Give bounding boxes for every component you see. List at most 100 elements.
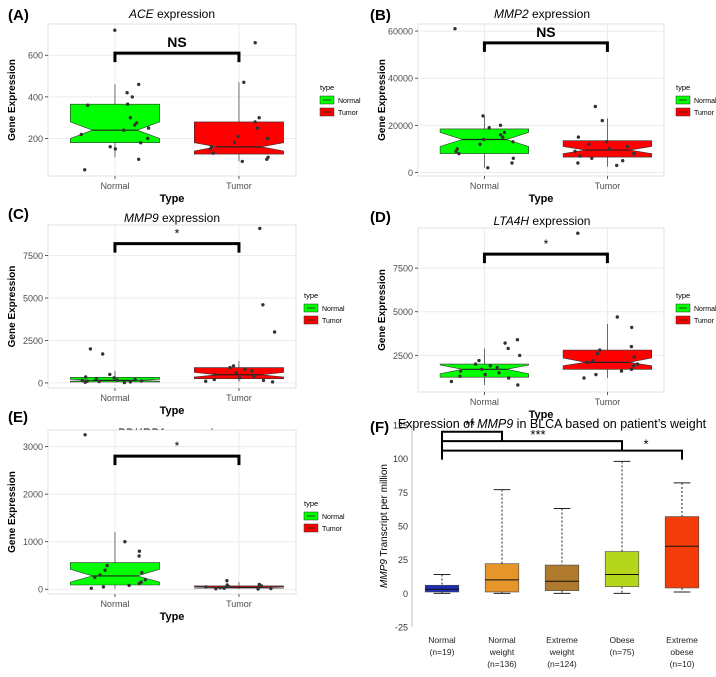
chart-e-point xyxy=(257,582,261,587)
chart-f-box-1 xyxy=(484,563,520,593)
chart-e-legend-label-normal: Normal xyxy=(322,514,345,521)
chart-a-significance-bracket xyxy=(113,51,241,63)
chart-b-point xyxy=(632,151,636,156)
chart-d-point xyxy=(488,364,493,368)
chart-b-point xyxy=(482,137,486,142)
chart-c-point xyxy=(97,379,101,384)
svg-text:(E): (E) xyxy=(8,409,28,426)
chart-e-legend-title: type xyxy=(304,499,318,508)
chart-a-point xyxy=(134,121,139,125)
chart-e-point xyxy=(204,585,208,589)
panel-label-e: (E) xyxy=(8,409,28,426)
chart-d-point xyxy=(473,362,478,366)
chart-e-point xyxy=(101,585,106,589)
chart-a-ytick-label: 400 xyxy=(28,92,43,102)
chart-f-xtick-label: (n=19) xyxy=(430,647,455,657)
chart-d-point xyxy=(582,376,586,380)
chart-d-point xyxy=(595,351,600,356)
chart-a-ylabel: Gene Expression xyxy=(7,59,18,141)
chart-c-point xyxy=(258,226,262,231)
chart-c-point xyxy=(228,365,232,370)
chart-a-xlabel: Type xyxy=(160,193,185,205)
chart-a-point xyxy=(128,116,133,120)
chart-e-ytick-label: 3000 xyxy=(23,442,43,452)
chart-d-point xyxy=(449,379,454,384)
chart-c-point xyxy=(272,330,277,334)
chart-c-point xyxy=(112,376,116,380)
panel-b-mmp2: MMP2 expression 0 20000 40000 60000 NS Normal T… xyxy=(377,7,716,205)
chart-c-ytick-label: 2500 xyxy=(23,336,43,346)
chart-d-xtick-label: Tumor xyxy=(595,397,621,407)
chart-c-point xyxy=(108,372,112,377)
chart-b-point xyxy=(481,114,485,118)
chart-b-point xyxy=(600,118,604,123)
chart-c-legend-title: type xyxy=(304,291,318,300)
chart-b-point xyxy=(621,159,625,163)
panel-label-d: (D) xyxy=(370,209,391,226)
chart-d-point xyxy=(629,344,634,349)
chart-f-significance-label: * xyxy=(643,437,648,452)
chart-d-point xyxy=(458,374,462,378)
chart-c-point xyxy=(84,375,88,379)
chart-d-point xyxy=(459,369,463,373)
chart-e-legend-label-tumor: Tumor xyxy=(322,526,343,533)
chart-c-ytick-label: 5000 xyxy=(23,294,43,304)
chart-e-point xyxy=(225,583,229,587)
chart-a-point xyxy=(108,145,112,149)
chart-d-box-normal xyxy=(439,363,530,378)
chart-c-ytick-label: 7500 xyxy=(23,251,43,261)
chart-a-point xyxy=(253,120,257,124)
chart-f-ytick-label: 25 xyxy=(398,555,408,565)
chart-c-point xyxy=(115,378,119,382)
chart-c-point xyxy=(204,379,208,383)
chart-b-point xyxy=(501,135,505,139)
chart-c-legend-label-tumor: Tumor xyxy=(322,318,343,325)
chart-d-point xyxy=(594,372,598,377)
chart-d-ytick-label: 7500 xyxy=(393,264,413,274)
chart-d-point xyxy=(503,341,507,345)
chart-d-legend-title: type xyxy=(676,291,690,300)
chart-a-point xyxy=(113,147,118,151)
chart-c-point xyxy=(261,303,265,307)
chart-f-ytick-label: 100 xyxy=(393,454,408,464)
chart-a-point xyxy=(86,103,90,107)
chart-c-point xyxy=(133,377,137,382)
panel-c-mmp9: MMP9 expression 0 2500 5000 7500 * Normal Tumor… xyxy=(7,211,345,417)
chart-c-point xyxy=(238,376,242,380)
chart-b-point xyxy=(478,142,482,146)
chart-b-point xyxy=(498,133,503,137)
chart-b-xtick-label: Tumor xyxy=(595,181,621,191)
chart-f-xtick-label: obese xyxy=(670,647,693,657)
chart-d-point xyxy=(497,371,501,375)
panel-a-ace: ACE expression 200 400 600 NS Normal Tumor Type… xyxy=(7,7,361,205)
svg-text:(D): (D) xyxy=(370,209,391,226)
chart-a-point xyxy=(113,28,117,32)
chart-b-point xyxy=(604,140,609,144)
chart-c-point xyxy=(261,378,266,383)
chart-a-point xyxy=(266,155,270,159)
panel-label-b: (B) xyxy=(370,7,391,24)
chart-e-point xyxy=(89,586,94,590)
chart-a-point xyxy=(146,136,150,141)
chart-a-point xyxy=(236,134,240,139)
chart-c-point xyxy=(250,369,254,373)
chart-e-significance-label: * xyxy=(175,439,180,453)
chart-e-xlabel: Type xyxy=(160,611,185,623)
chart-e-ylabel: Gene Expression xyxy=(7,471,18,553)
chart-f-box-0 xyxy=(424,584,460,593)
chart-f-xtick-label: (n=10) xyxy=(670,659,695,669)
chart-c-point xyxy=(234,371,238,375)
chart-d-point xyxy=(629,367,634,371)
chart-b-point xyxy=(607,147,612,151)
chart-a-legend-label-tumor: Tumor xyxy=(338,110,359,117)
chart-b-title: MMP2 expression xyxy=(494,7,590,21)
chart-d-point xyxy=(632,355,636,359)
chart-f-xtick-label: Normal xyxy=(488,635,516,645)
chart-a-point xyxy=(265,136,270,141)
chart-b-legend-label-normal: Normal xyxy=(694,98,716,105)
chart-e-significance-bracket xyxy=(113,454,241,466)
chart-a-point xyxy=(146,126,151,130)
chart-d-significance-bracket xyxy=(482,252,609,264)
chart-d-point xyxy=(477,358,481,363)
